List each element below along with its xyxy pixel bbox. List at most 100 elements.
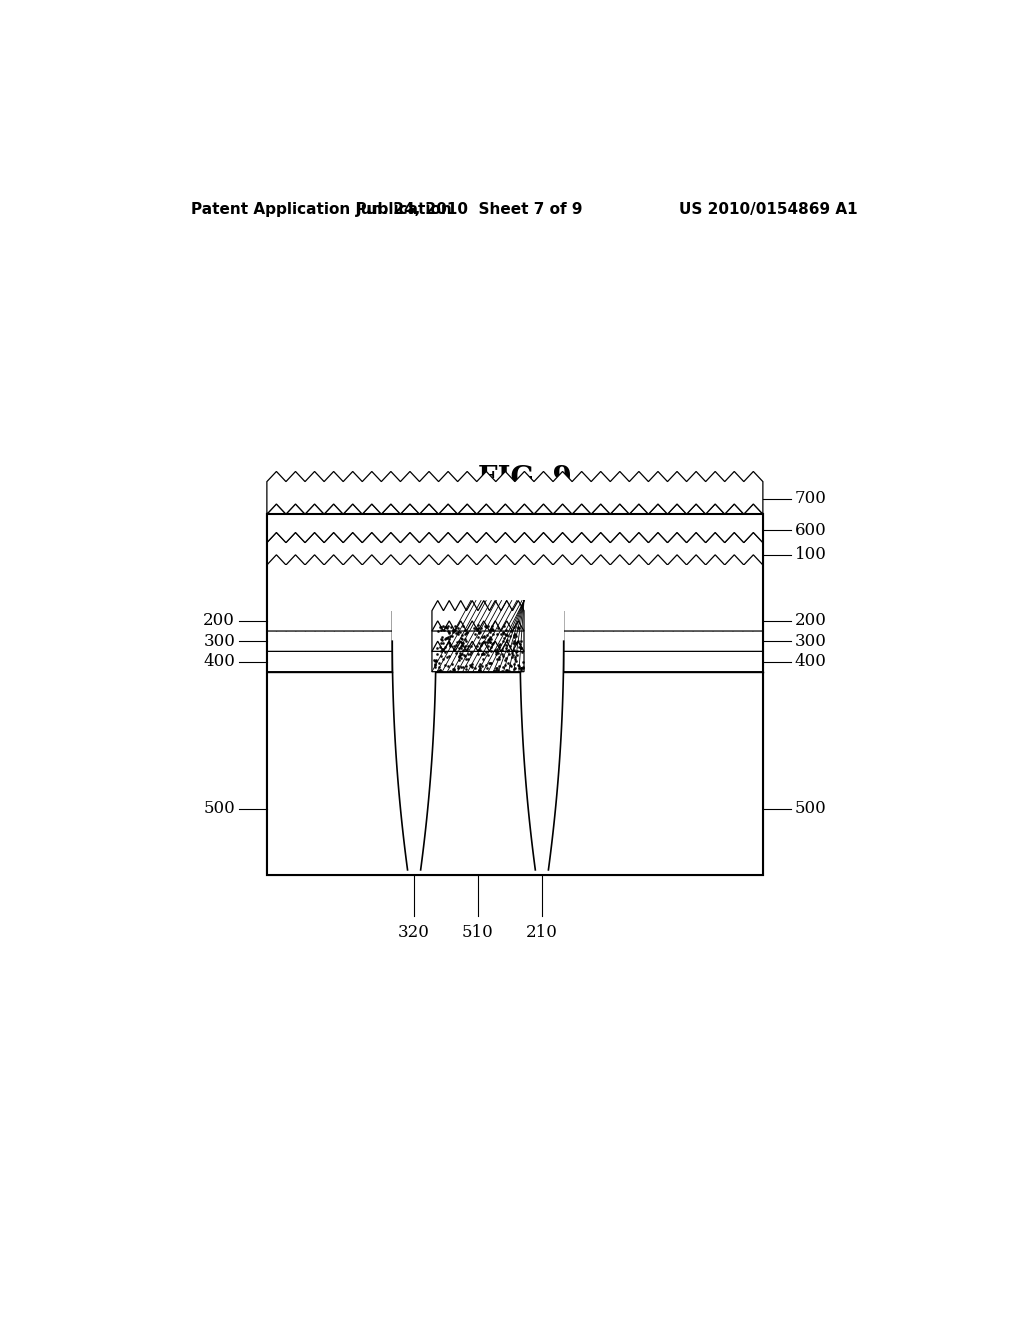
Point bbox=[513, 657, 529, 678]
Point bbox=[482, 622, 499, 643]
Point bbox=[451, 649, 467, 671]
Point bbox=[439, 626, 456, 647]
Point bbox=[471, 623, 487, 644]
Point bbox=[483, 615, 500, 636]
Point bbox=[481, 628, 498, 649]
Point bbox=[499, 659, 515, 680]
Point bbox=[495, 622, 511, 643]
Polygon shape bbox=[267, 471, 763, 513]
Point bbox=[447, 634, 464, 655]
Point bbox=[470, 644, 486, 665]
Point bbox=[483, 640, 500, 661]
Point bbox=[454, 648, 470, 669]
Point bbox=[472, 622, 488, 643]
Point bbox=[506, 659, 522, 680]
Point bbox=[455, 640, 471, 661]
Point bbox=[444, 619, 461, 640]
Point bbox=[515, 657, 531, 678]
Point bbox=[479, 632, 496, 653]
Bar bbox=[267, 515, 763, 875]
Point bbox=[483, 636, 500, 657]
Point bbox=[506, 630, 522, 651]
Point bbox=[445, 635, 462, 656]
Point bbox=[500, 652, 516, 673]
Point bbox=[508, 642, 524, 663]
Point bbox=[428, 644, 444, 665]
Point bbox=[463, 656, 479, 677]
Point bbox=[504, 640, 520, 661]
Point bbox=[458, 659, 474, 680]
Point bbox=[475, 648, 492, 669]
Point bbox=[469, 619, 485, 640]
Point bbox=[511, 656, 527, 677]
Point bbox=[499, 638, 515, 659]
Text: US 2010/0154869 A1: US 2010/0154869 A1 bbox=[680, 202, 858, 216]
Point bbox=[434, 648, 451, 669]
Point bbox=[450, 618, 466, 639]
Point bbox=[471, 656, 487, 677]
Point bbox=[477, 615, 494, 636]
Point bbox=[470, 618, 486, 639]
Point bbox=[508, 651, 524, 672]
Point bbox=[484, 623, 501, 644]
Point bbox=[431, 657, 447, 678]
Text: 400: 400 bbox=[203, 653, 236, 671]
Point bbox=[483, 628, 500, 649]
Point bbox=[506, 624, 522, 645]
Point bbox=[512, 638, 528, 659]
Text: 400: 400 bbox=[795, 653, 826, 671]
Point bbox=[496, 627, 512, 648]
Text: Jun. 24, 2010  Sheet 7 of 9: Jun. 24, 2010 Sheet 7 of 9 bbox=[355, 202, 583, 216]
Point bbox=[477, 632, 494, 653]
Text: 700: 700 bbox=[795, 491, 826, 507]
Point bbox=[440, 632, 457, 653]
Polygon shape bbox=[563, 642, 763, 672]
Point bbox=[432, 645, 449, 667]
Point bbox=[513, 659, 529, 680]
Point bbox=[463, 636, 479, 657]
Point bbox=[513, 638, 529, 659]
Point bbox=[489, 659, 506, 680]
Text: 500: 500 bbox=[795, 800, 826, 817]
Point bbox=[510, 631, 526, 652]
Point bbox=[502, 636, 518, 657]
Point bbox=[427, 651, 443, 672]
Bar bbox=[436, 672, 520, 875]
Point bbox=[445, 660, 462, 681]
Point bbox=[463, 642, 479, 663]
Text: 500: 500 bbox=[204, 800, 236, 817]
Point bbox=[482, 632, 499, 653]
Point bbox=[454, 635, 470, 656]
Point bbox=[472, 639, 488, 660]
Point bbox=[506, 632, 522, 653]
Point bbox=[490, 618, 507, 639]
Point bbox=[451, 638, 467, 659]
Point bbox=[469, 635, 485, 656]
Polygon shape bbox=[267, 620, 392, 651]
Point bbox=[440, 623, 457, 644]
Point bbox=[494, 644, 510, 665]
Point bbox=[498, 648, 514, 669]
Point bbox=[441, 620, 458, 642]
Point bbox=[488, 642, 505, 663]
Point bbox=[486, 660, 503, 681]
Text: 200: 200 bbox=[795, 612, 826, 630]
Point bbox=[471, 657, 487, 678]
Point bbox=[449, 631, 465, 652]
Point bbox=[458, 648, 474, 669]
Point bbox=[438, 618, 455, 639]
Point bbox=[494, 660, 510, 681]
Text: 300: 300 bbox=[203, 632, 236, 649]
Polygon shape bbox=[267, 504, 763, 543]
Point bbox=[506, 616, 522, 638]
Bar bbox=[267, 565, 763, 611]
Point bbox=[433, 628, 450, 649]
Point bbox=[493, 623, 509, 644]
Point bbox=[484, 634, 501, 655]
Point bbox=[482, 631, 499, 652]
Point bbox=[510, 616, 526, 638]
Point bbox=[444, 622, 461, 643]
Point bbox=[495, 656, 511, 677]
Point bbox=[454, 624, 470, 645]
Point bbox=[473, 634, 489, 655]
